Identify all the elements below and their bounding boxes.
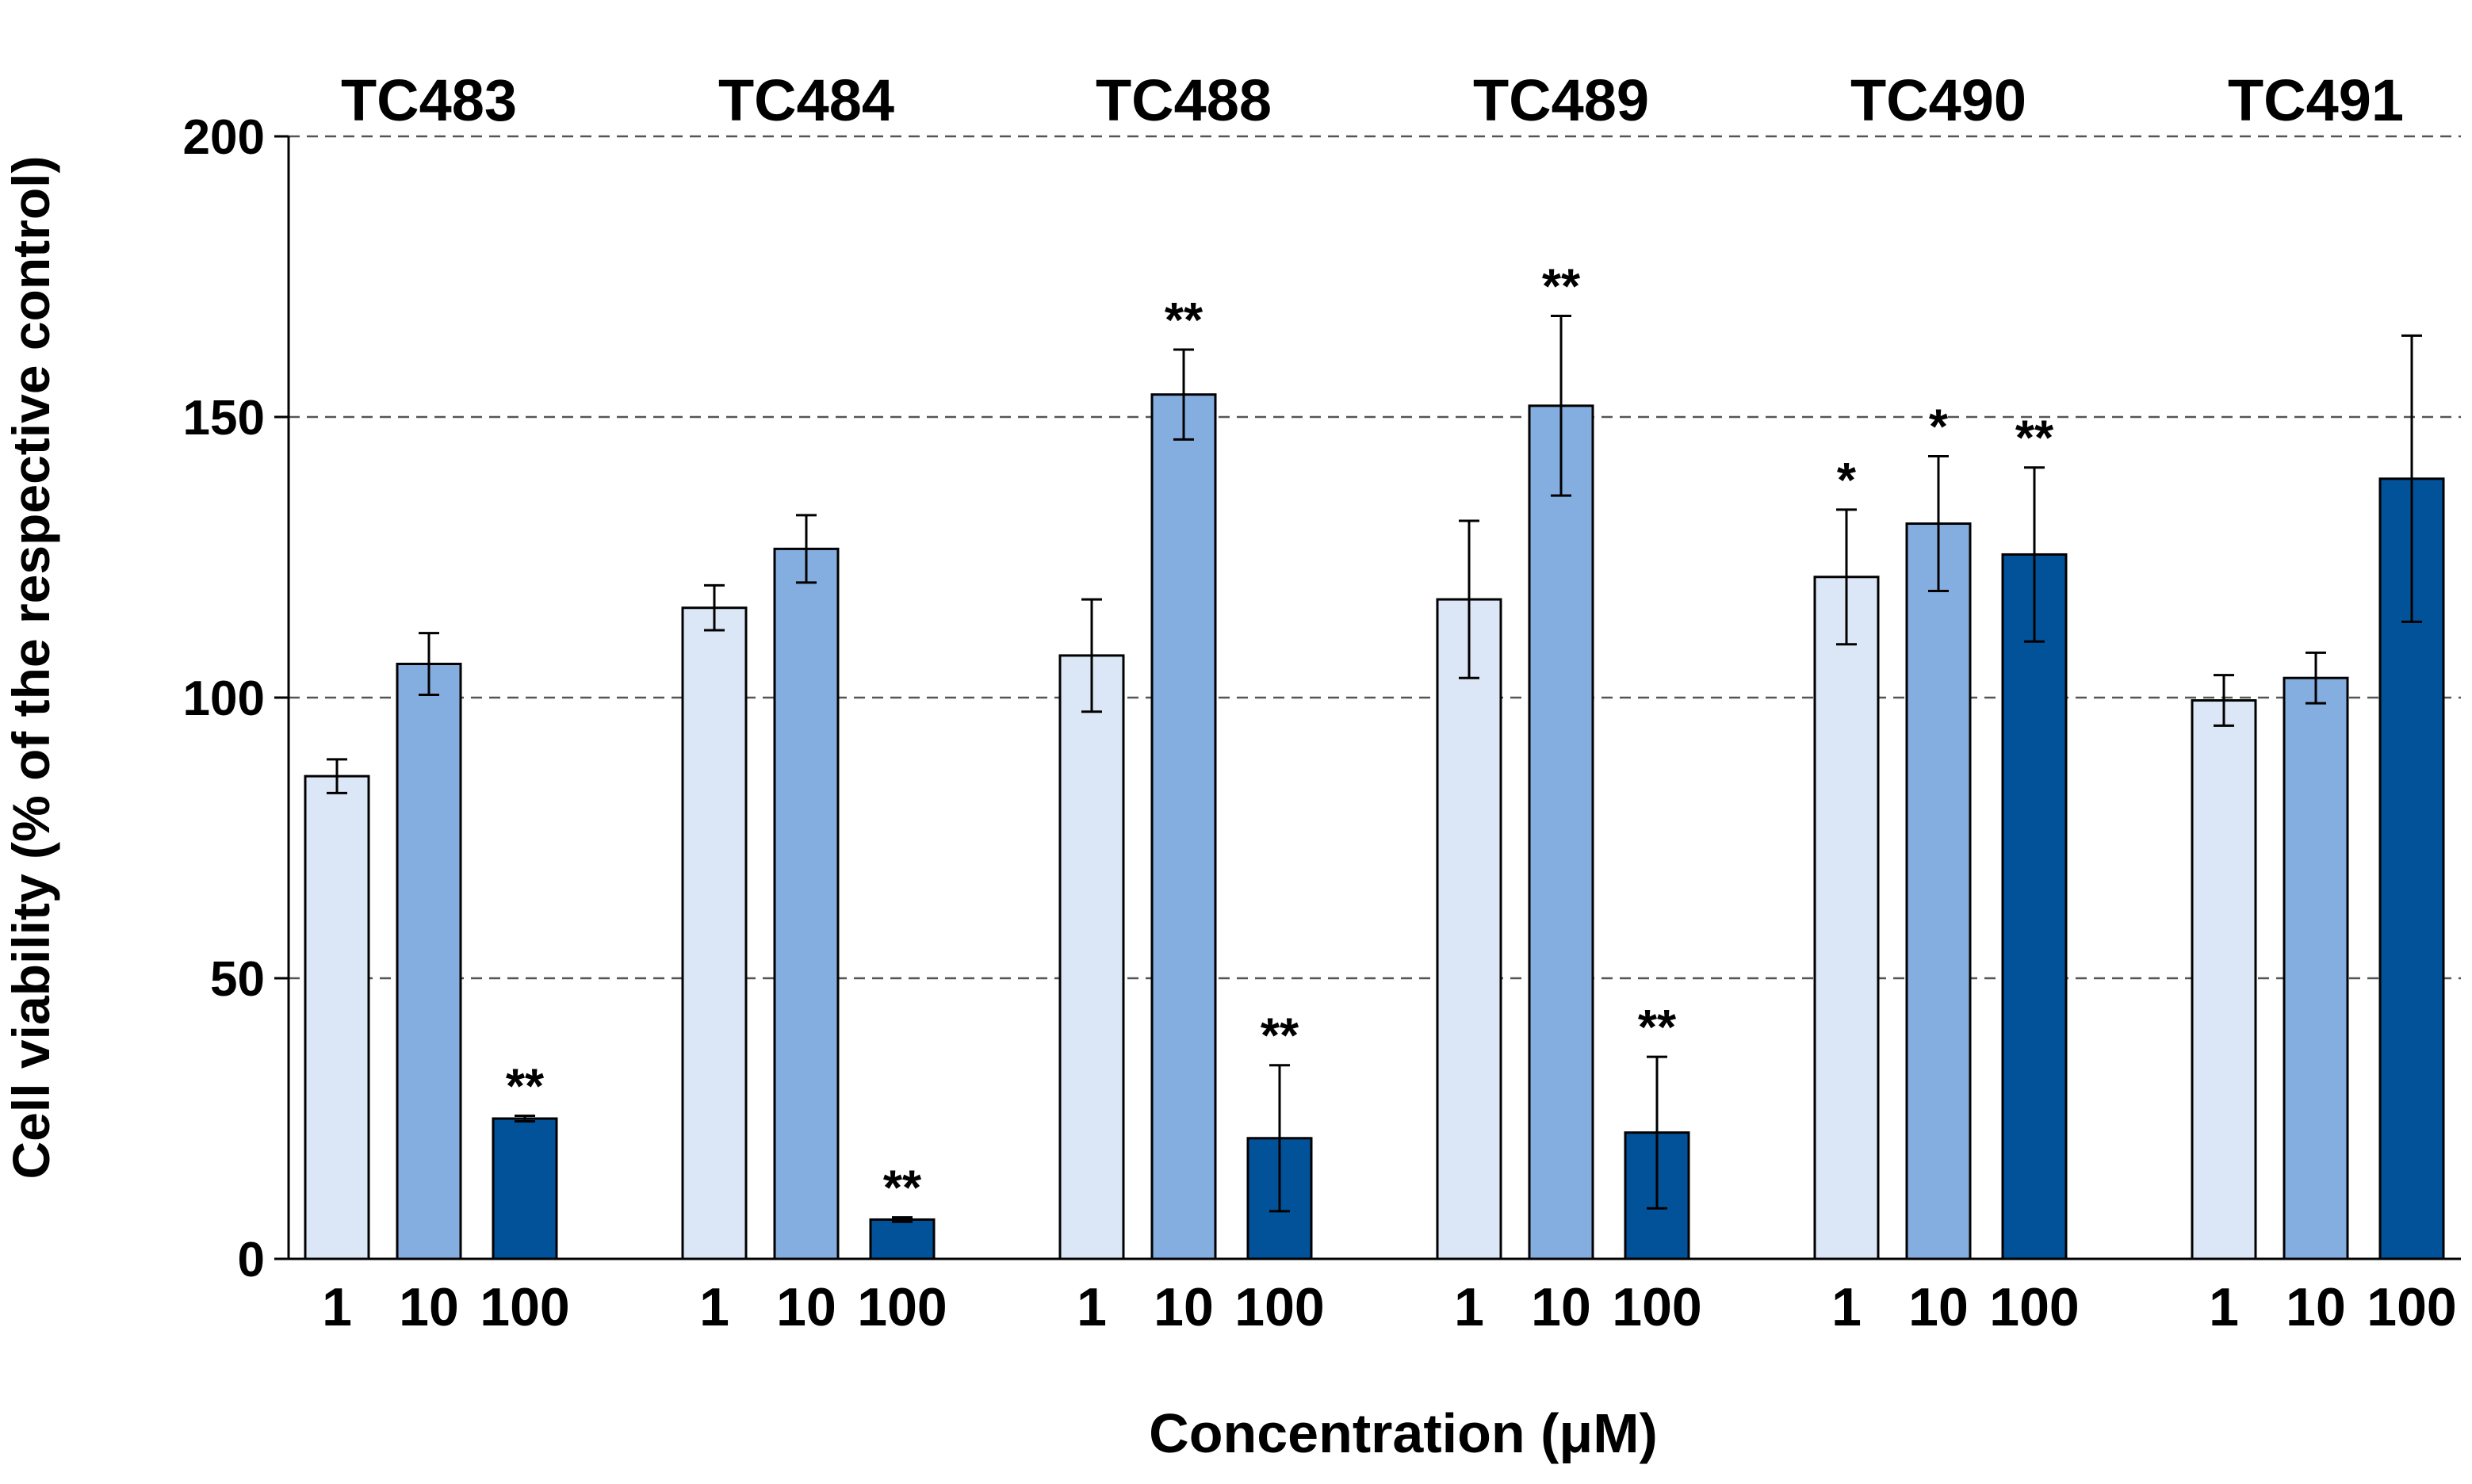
- bar: [396, 663, 462, 1260]
- x-tick-label: 10: [1154, 1277, 1214, 1337]
- significance-marker: **: [1638, 1000, 1677, 1055]
- bar: [773, 547, 840, 1260]
- x-tick-label: 100: [857, 1277, 947, 1337]
- x-tick-label: 100: [1989, 1277, 2079, 1337]
- bar: [304, 775, 370, 1260]
- bar: [2191, 699, 2257, 1260]
- group-title: TC489: [1473, 67, 1649, 133]
- gridlines: [289, 135, 2461, 980]
- y-tick-label: 150: [183, 391, 265, 446]
- bar: [1058, 654, 1125, 1260]
- y-axis-title: Cell viability (% of the respective cont…: [2, 156, 60, 1180]
- significance-marker: **: [1165, 293, 1203, 348]
- significance-marker: **: [1542, 260, 1581, 315]
- significance-marker: *: [1929, 400, 1949, 455]
- significance-marker: **: [2015, 411, 2054, 466]
- bar: [1150, 393, 1217, 1260]
- x-tick-label: 1: [1831, 1277, 1862, 1337]
- significance-marker: **: [1261, 1009, 1299, 1064]
- significance-marker: **: [506, 1059, 545, 1114]
- x-tick-label: 100: [2367, 1277, 2456, 1337]
- x-tick-label: 10: [776, 1277, 836, 1337]
- group-title: TC490: [1850, 67, 2026, 133]
- x-tick-label: 1: [699, 1277, 729, 1337]
- bar: [1905, 522, 1972, 1260]
- y-tick-label: 100: [183, 671, 265, 726]
- x-axis-title: Concentration (μM): [1149, 1402, 1658, 1464]
- x-tick-label: 10: [399, 1277, 459, 1337]
- axes: [274, 135, 2461, 1260]
- group-title: TC488: [1096, 67, 1272, 133]
- significance-marker: *: [1837, 453, 1857, 508]
- x-tick-label: 100: [480, 1277, 569, 1337]
- significance-marker: **: [883, 1161, 922, 1216]
- bars: [304, 315, 2445, 1260]
- bar: [2001, 553, 2068, 1260]
- group-title: TC484: [718, 67, 894, 133]
- bar: [869, 1218, 936, 1260]
- x-tick-label: 10: [1531, 1277, 1591, 1337]
- x-tick-label: 1: [1077, 1277, 1107, 1337]
- x-tick-label: 1: [1454, 1277, 1484, 1337]
- group-title: TC491: [2228, 67, 2404, 133]
- y-tick-label: 200: [183, 110, 265, 165]
- y-tick-label: 0: [238, 1233, 265, 1287]
- y-tick-label: 50: [210, 952, 265, 1007]
- x-tick-label: 1: [2209, 1277, 2239, 1337]
- x-tick-label: 10: [1908, 1277, 1969, 1337]
- bar: [492, 1117, 558, 1260]
- x-tick-label: 100: [1612, 1277, 1701, 1337]
- bar: [1813, 576, 1880, 1260]
- bar: [1436, 598, 1502, 1260]
- x-tick-label: 1: [322, 1277, 352, 1337]
- bar: [681, 606, 748, 1260]
- x-tick-label: 10: [2286, 1277, 2346, 1337]
- x-tick-label: 100: [1234, 1277, 1324, 1337]
- group-title: TC483: [341, 67, 517, 133]
- bar: [2283, 676, 2349, 1260]
- bar: [1528, 404, 1594, 1260]
